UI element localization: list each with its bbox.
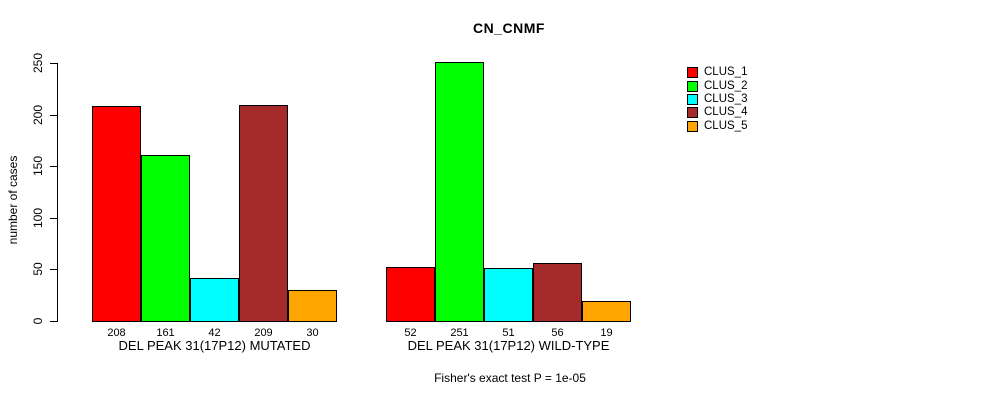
footnote: Fisher's exact test P = 1e-05: [434, 371, 586, 385]
y-axis-tick-label: 150: [31, 156, 45, 177]
bar-clus_3-group2: [484, 268, 533, 322]
y-axis-tick-label: 50: [31, 262, 45, 277]
legend-swatch-clus_2: [687, 80, 698, 92]
legend-label: CLUS_4: [704, 106, 748, 119]
y-axis-tick-label: 200: [31, 104, 45, 125]
group-label: DEL PEAK 31(17P12) WILD-TYPE: [407, 338, 610, 353]
bar-value-label: 161: [156, 327, 175, 339]
y-axis-tick-label: 100: [31, 207, 45, 228]
bar-clus_1-group2: [386, 267, 435, 322]
y-axis-tick-label: 0: [31, 317, 45, 325]
legend-swatch-clus_3: [687, 93, 698, 105]
legend-label: CLUS_1: [704, 66, 748, 79]
bar-clus_5-group1: [288, 290, 337, 322]
legend-item-clus_5: CLUS_5: [687, 120, 747, 133]
bar-clus_1-group1: [92, 106, 141, 322]
y-axis-tick: [50, 166, 57, 168]
bar-clus_4-group1: [239, 105, 288, 322]
legend-label: CLUS_2: [704, 79, 748, 92]
legend: CLUS_1 CLUS_2 CLUS_3 CLUS_4 CLUS_5: [687, 66, 747, 133]
bar-clus_3-group1: [190, 278, 239, 322]
chart-title: CN_CNMF: [473, 20, 545, 36]
bar-value-label: 52: [404, 327, 417, 339]
y-axis-label: number of cases: [6, 155, 20, 245]
y-axis-tick: [50, 114, 57, 116]
y-axis-line: [57, 63, 58, 322]
bar-value-label: 42: [208, 327, 221, 339]
y-axis-tick-label: 250: [31, 52, 45, 74]
bar-value-label: 30: [306, 327, 319, 339]
legend-item-clus_3: CLUS_3: [687, 93, 747, 106]
bar-clus_4-group2: [533, 263, 582, 322]
bar-value-label: 56: [551, 327, 564, 339]
bar-clus_2-group2: [435, 62, 484, 322]
bar-value-label: 51: [502, 327, 515, 339]
y-axis-tick: [50, 217, 57, 219]
legend-item-clus_2: CLUS_2: [687, 79, 747, 92]
bar-value-label: 208: [107, 327, 126, 339]
legend-item-clus_4: CLUS_4: [687, 106, 747, 119]
legend-label: CLUS_3: [704, 92, 748, 105]
bar-value-label: 209: [254, 327, 273, 339]
y-axis-tick: [50, 63, 57, 64]
legend-swatch-clus_4: [687, 107, 698, 119]
bar-clus_5-group2: [582, 301, 631, 322]
legend-swatch-clus_5: [687, 120, 698, 132]
y-axis-tick: [50, 269, 57, 271]
bar-clus_2-group1: [141, 155, 190, 322]
legend-item-clus_1: CLUS_1: [687, 66, 747, 79]
bar-value-label: 251: [450, 327, 469, 339]
legend-label: CLUS_5: [704, 119, 748, 132]
bar-value-label: 19: [600, 327, 613, 339]
y-axis-tick: [50, 321, 57, 322]
legend-swatch-clus_1: [687, 67, 698, 79]
group-label: DEL PEAK 31(17P12) MUTATED: [118, 338, 311, 353]
